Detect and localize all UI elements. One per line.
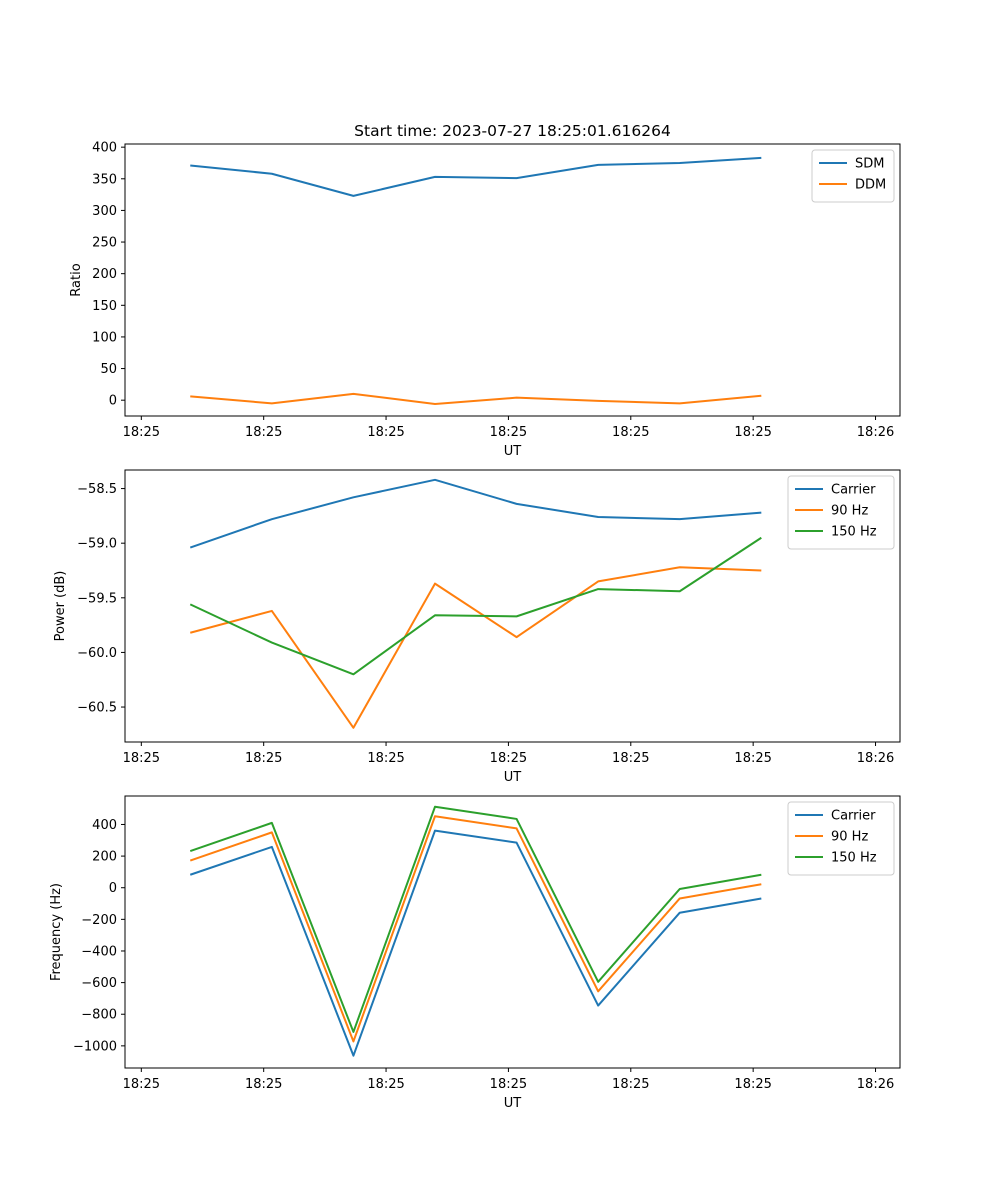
legend-entry: 90 Hz [831,830,868,845]
legend-entry: 150 Hz [831,851,877,866]
legend: Carrier 90 Hz 150 Hz [787,475,895,550]
x-tick-label: 18:25 [612,751,649,766]
series-line-150-hz [189,536,762,676]
panel-2: −60.5 −60.0 −59.5 −59.0 −58.5 18:25 18:25 18:25… [53,469,901,785]
series-line-90-hz [190,566,762,729]
x-tick-label: 18:25 [367,1077,404,1092]
y-tick-label: 0 [109,881,117,896]
y-tick-label: −600 [81,976,117,991]
x-tick-label: 18:26 [857,1077,894,1092]
legend-entry: 90 Hz [831,504,868,519]
series-line-90-hz [189,815,762,1043]
y-tick-label: 0 [109,394,117,409]
legend-entry: Carrier [831,809,876,824]
x-tick-label: 18:25 [612,1077,649,1092]
y-tick-label: 250 [92,236,117,251]
x-tick-label: 18:25 [123,751,160,766]
panel-1: 0 50 100 150 200 250 300 350 400 18:25 18:25 18:25 1… [69,141,901,459]
x-tick-label: 18:26 [857,751,894,766]
x-tick-label: 18:25 [245,1077,282,1092]
x-axis-label: UT [504,444,522,459]
legend-entry: 150 Hz [831,525,877,540]
x-tick-label: 18:25 [123,425,160,440]
y-tick-label: 100 [92,330,117,345]
x-axis-label: UT [504,770,522,785]
panel-3: −1000 −800 −600 −400 −200 0 200 400 18:25 18:25 18… [49,795,901,1111]
x-tick-label: 18:25 [734,425,771,440]
series-line-sdm [190,156,762,197]
y-tick-label: 400 [92,141,117,156]
y-tick-label: 400 [92,818,117,833]
x-tick-label: 18:25 [367,425,404,440]
legend: SDM DDM [811,149,895,203]
plot-frame [124,795,901,1069]
y-tick-label: 300 [92,204,117,219]
x-tick-label: 18:25 [490,425,527,440]
y-tick-label: −59.5 [77,591,117,606]
x-tick-label: 18:25 [123,1077,160,1092]
chart-title: Start time: 2023-07-27 18:25:01.616264 [354,122,671,140]
series-line-carrier [189,478,762,549]
y-tick-label: −58.5 [77,482,117,497]
y-tick-label: 200 [92,850,117,865]
x-tick-label: 18:25 [245,425,282,440]
panels: 0 50 100 150 200 250 300 350 400 18:25 18:25 18:25 1… [49,141,901,1111]
y-tick-label: 50 [100,362,117,377]
y-tick-label: −59.0 [77,537,117,552]
legend: Carrier 90 Hz 150 Hz [787,801,895,876]
x-tick-label: 18:25 [612,425,649,440]
y-tick-label: 200 [92,267,117,282]
y-tick-label: −800 [81,1008,117,1023]
legend-entry: Carrier [831,483,876,498]
legend-entry: DDM [855,178,886,193]
y-tick-label: −60.5 [77,701,117,716]
y-axis-label: Ratio [69,263,84,296]
y-tick-label: −60.0 [77,646,117,661]
y-tick-label: −400 [81,944,117,959]
y-tick-label: −1000 [73,1039,117,1054]
y-axis-label: Frequency (Hz) [49,883,64,981]
plot-frame [124,143,901,417]
x-tick-label: 18:25 [245,751,282,766]
y-axis-label: Power (dB) [53,571,68,642]
series-line-150-hz [189,805,762,1033]
series-line-carrier [189,829,762,1057]
legend-entry: SDM [855,157,884,172]
y-tick-label: −200 [81,913,117,928]
x-tick-label: 18:25 [734,751,771,766]
x-tick-label: 18:25 [490,751,527,766]
plot-frame [124,469,901,743]
y-tick-label: 150 [92,299,117,314]
x-tick-label: 18:25 [367,751,404,766]
series-line-ddm [190,392,762,405]
x-axis-label: UT [504,1096,522,1111]
y-tick-label: 350 [92,172,117,187]
x-tick-label: 18:25 [490,1077,527,1092]
x-tick-label: 18:26 [857,425,894,440]
x-tick-label: 18:25 [734,1077,771,1092]
